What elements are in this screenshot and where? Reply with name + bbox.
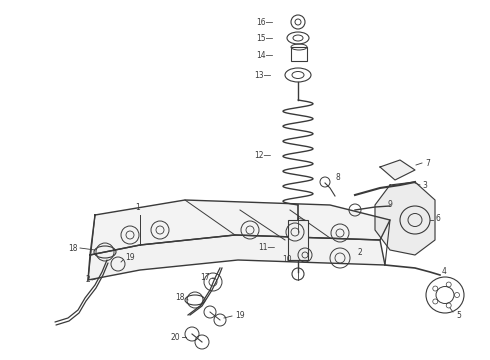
Text: 14—: 14— <box>256 50 273 59</box>
Text: 3: 3 <box>422 180 427 189</box>
Text: 17: 17 <box>200 273 210 282</box>
Polygon shape <box>88 235 385 280</box>
Text: 20: 20 <box>171 333 180 342</box>
Bar <box>291 47 307 61</box>
Text: 13—: 13— <box>254 71 271 80</box>
Polygon shape <box>380 160 415 180</box>
Text: 1: 1 <box>136 202 140 212</box>
Text: 7: 7 <box>425 158 430 167</box>
Text: 4: 4 <box>442 267 447 276</box>
Text: 15—: 15— <box>256 33 273 42</box>
Polygon shape <box>375 182 435 255</box>
Text: 8: 8 <box>335 172 340 181</box>
Bar <box>288 220 308 260</box>
Text: 18: 18 <box>69 243 78 252</box>
Text: 11—: 11— <box>258 243 275 252</box>
Text: 5: 5 <box>456 311 461 320</box>
Text: 6: 6 <box>435 213 440 222</box>
Text: 18: 18 <box>175 293 185 302</box>
Text: 19: 19 <box>235 311 245 320</box>
Text: 2: 2 <box>85 275 90 284</box>
Text: 19: 19 <box>125 253 135 262</box>
Polygon shape <box>90 200 390 255</box>
Text: 16—: 16— <box>256 18 273 27</box>
Text: 12—: 12— <box>254 150 271 159</box>
Text: 10: 10 <box>282 256 292 265</box>
Text: 2: 2 <box>358 248 363 257</box>
Text: 9: 9 <box>388 199 393 208</box>
